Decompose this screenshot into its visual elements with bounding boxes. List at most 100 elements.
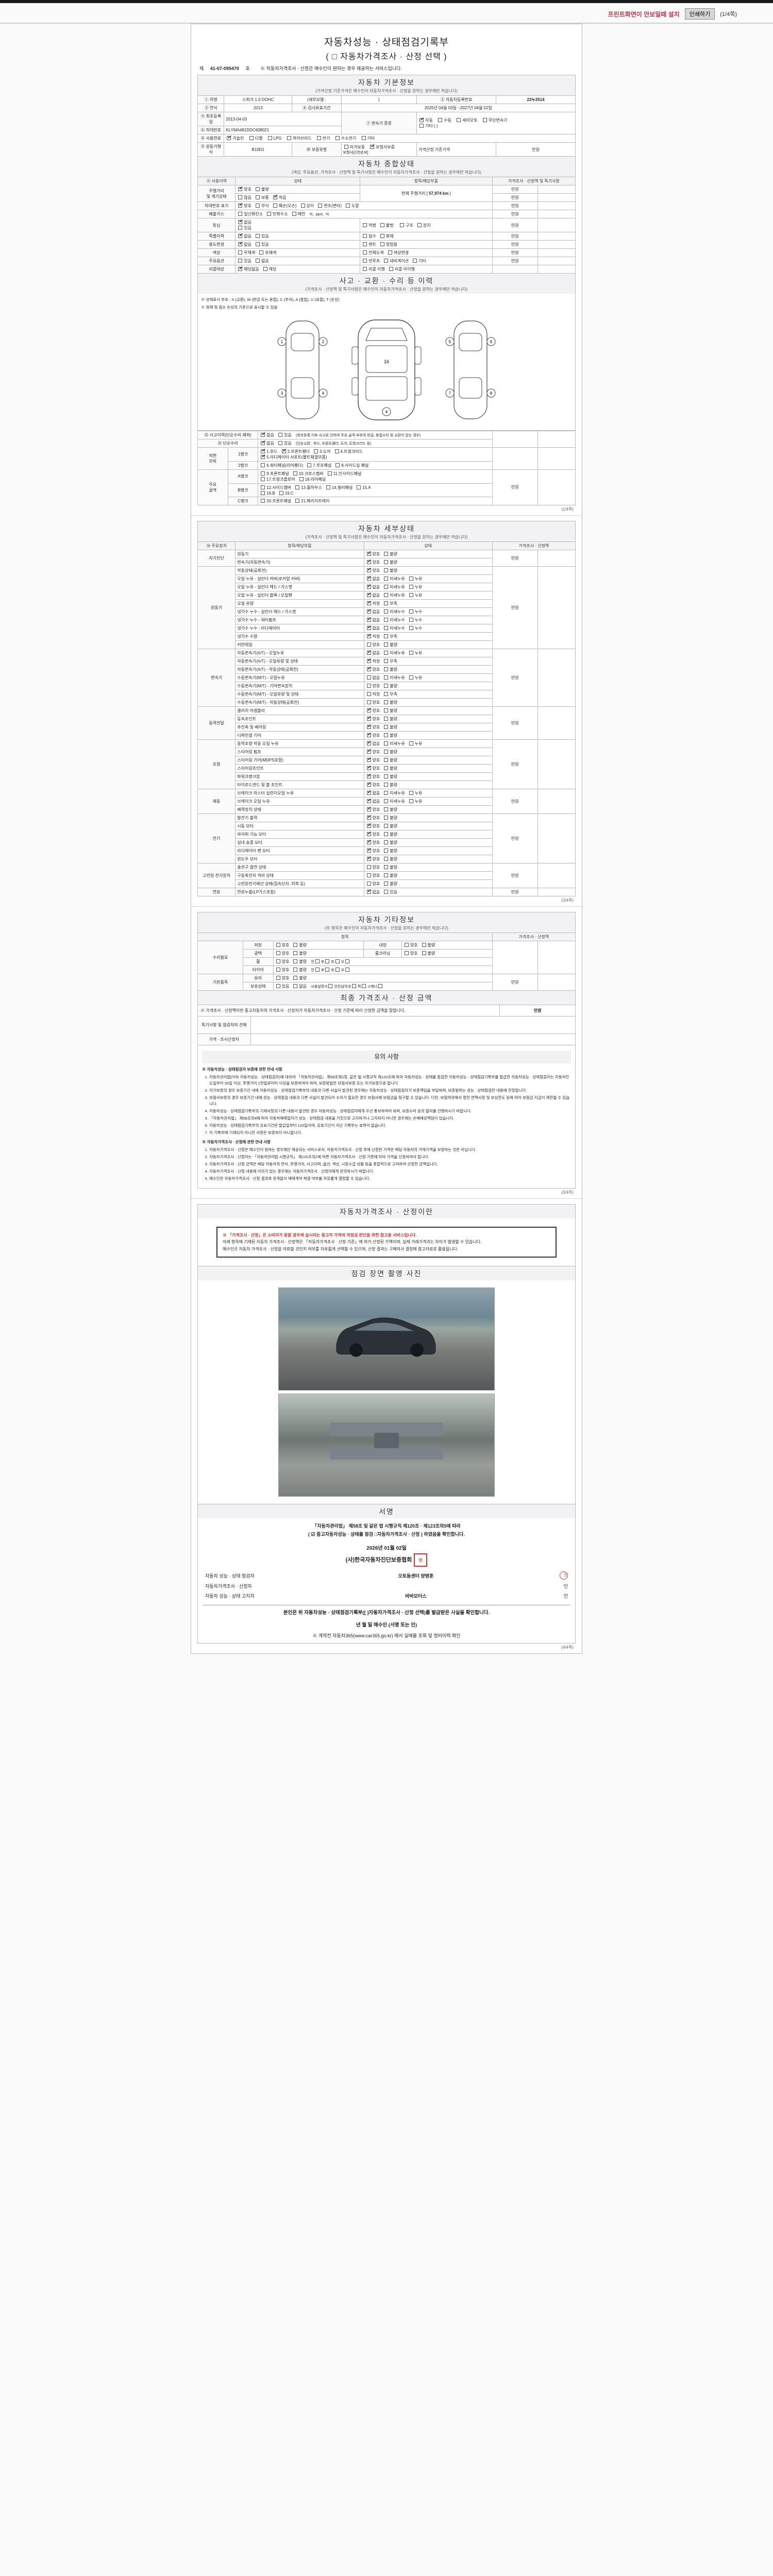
option-양호[interactable]: 양호 bbox=[366, 806, 380, 812]
option-불량[interactable]: 불량 bbox=[383, 807, 397, 812]
option-양호[interactable]: 양호 bbox=[366, 550, 380, 557]
option-양호[interactable]: 양호 bbox=[366, 558, 380, 565]
warranty-option-insurer[interactable]: 보험사보증 bbox=[369, 143, 395, 150]
option-미세누유[interactable]: 미세누유 bbox=[383, 650, 405, 656]
option-미세누유[interactable]: 미세누유 bbox=[383, 584, 405, 590]
option-없음[interactable]: 없음 bbox=[366, 888, 380, 895]
option-불량[interactable]: 불량 bbox=[383, 724, 397, 730]
option-없음[interactable]: 없음 bbox=[366, 649, 380, 656]
fuel-option-gasoline[interactable]: 가솔린 bbox=[226, 134, 244, 141]
option-불량[interactable]: 불량 bbox=[383, 774, 397, 779]
trans-option-other[interactable]: 기타 ( ) bbox=[418, 123, 438, 129]
option-불량[interactable]: 불량 bbox=[383, 733, 397, 738]
option-불량[interactable]: 불량 bbox=[383, 856, 397, 862]
polish-options[interactable]: 양호 불량 bbox=[273, 948, 364, 958]
option-미세누유[interactable]: 미세누유 bbox=[383, 799, 405, 804]
option-없음[interactable]: 없음 bbox=[366, 616, 380, 623]
option-불량[interactable]: 불량 bbox=[383, 700, 397, 705]
option-없음[interactable]: 없음 bbox=[366, 583, 380, 590]
fuel-option-hybrid[interactable]: 하이브리드 bbox=[286, 135, 312, 141]
fuel-options[interactable]: 가솔린 디젤 LPG 하이브리드 전기 수소전기 기타 bbox=[224, 134, 576, 143]
option-누유[interactable]: 누유 bbox=[408, 584, 422, 590]
option-양호[interactable]: 양호 bbox=[366, 831, 380, 837]
hold-state-options[interactable]: 있음 없음 사용설명서 안전삼각대 잭 스패너 bbox=[273, 981, 493, 991]
main-option-state[interactable]: 있음 없음 bbox=[235, 257, 361, 265]
option-누유[interactable]: 누유 bbox=[408, 592, 422, 598]
option-없음[interactable]: 없음 bbox=[366, 575, 380, 582]
option-미세누수[interactable]: 미세누수 bbox=[383, 617, 405, 623]
option-적정[interactable]: 적정 bbox=[366, 600, 380, 606]
option-불량[interactable]: 불량 bbox=[383, 749, 397, 755]
option-없음[interactable]: 없음 bbox=[366, 608, 380, 615]
trans-option-semi[interactable]: 세미오토 bbox=[456, 117, 478, 123]
option-미세누유[interactable]: 미세누유 bbox=[383, 592, 405, 598]
option-미세누유[interactable]: 미세누유 bbox=[383, 675, 405, 681]
recall-items[interactable]: 리콜 이행 리콜 미이행 bbox=[360, 265, 493, 274]
option-누유[interactable]: 누유 bbox=[408, 790, 422, 796]
option-누유[interactable]: 누유 bbox=[408, 741, 422, 747]
option-없음[interactable]: 없음 bbox=[366, 591, 380, 598]
option-양호[interactable]: 양호 bbox=[366, 814, 380, 821]
option-없음[interactable]: 없음 bbox=[366, 624, 380, 631]
transmission-options[interactable]: 자동 수동 세미오토 무단변속기 기타 ( ) bbox=[416, 112, 576, 134]
color-state[interactable]: 무채색 유채색 bbox=[235, 248, 361, 257]
option-양호[interactable]: 양호 bbox=[366, 839, 380, 845]
option-부족[interactable]: 부족 bbox=[383, 634, 397, 639]
option-양호[interactable]: 양호 bbox=[366, 715, 380, 722]
option-불량[interactable]: 불량 bbox=[383, 667, 397, 672]
trans-option-auto[interactable]: 자동 bbox=[418, 116, 433, 123]
rank-2-items[interactable]: 6.쿼터패널(리어휀다) 7.루프패널 8.사이드실 패널 bbox=[258, 461, 493, 470]
option-불량[interactable]: 불량 bbox=[383, 873, 397, 878]
option-없음[interactable]: 없음 bbox=[366, 675, 380, 681]
option-양호[interactable]: 양호 bbox=[366, 683, 380, 689]
option-없음[interactable]: 없음 bbox=[366, 789, 380, 796]
option-불량[interactable]: 불량 bbox=[383, 881, 397, 887]
option-불량[interactable]: 불량 bbox=[383, 560, 397, 565]
mileage-amount[interactable]: 많음보통적음 bbox=[235, 193, 361, 202]
option-양호[interactable]: 양호 bbox=[366, 700, 380, 705]
fuel-option-lpg[interactable]: LPG bbox=[267, 135, 282, 141]
option-불량[interactable]: 불량 bbox=[383, 683, 397, 689]
color-items[interactable]: 전체도색 색상변경 bbox=[360, 248, 493, 257]
option-양호[interactable]: 양호 bbox=[366, 732, 380, 738]
option-불량[interactable]: 불량 bbox=[383, 848, 397, 854]
option-미세누유[interactable]: 미세누유 bbox=[383, 741, 405, 747]
option-불량[interactable]: 불량 bbox=[383, 642, 397, 648]
option-불량[interactable]: 불량 bbox=[383, 708, 397, 714]
option-적정[interactable]: 적정 bbox=[366, 657, 380, 664]
option-양호[interactable]: 양호 bbox=[366, 642, 380, 648]
trans-option-cvt[interactable]: 무단변속기 bbox=[482, 117, 508, 123]
option-불량[interactable]: 불량 bbox=[383, 782, 397, 788]
